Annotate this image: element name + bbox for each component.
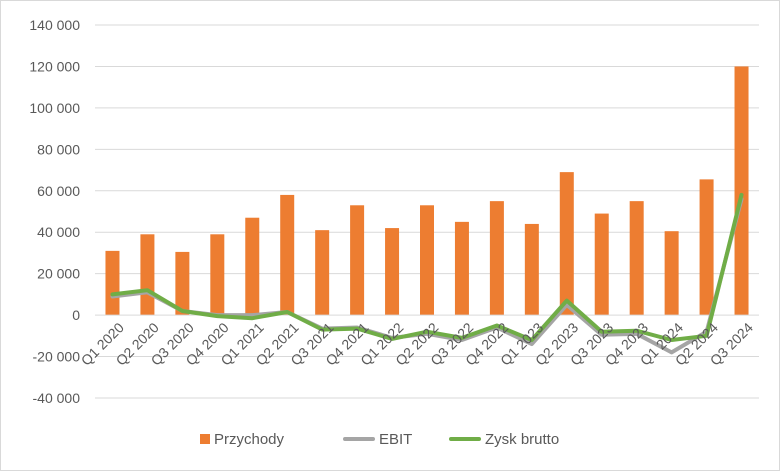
bar-przychody <box>524 223 539 316</box>
bar-przychody <box>245 217 260 316</box>
bar-przychody <box>385 228 400 316</box>
bar-przychody <box>175 251 190 316</box>
bar-przychody <box>664 231 679 316</box>
y-tick-label: -20 000 <box>33 349 81 365</box>
bar-przychody <box>140 234 155 316</box>
bar-series <box>105 66 749 316</box>
y-tick-label: 0 <box>72 307 80 323</box>
y-tick-label: -40 000 <box>33 390 81 406</box>
bar-przychody <box>210 234 225 316</box>
y-tick-label: 140 000 <box>29 17 80 33</box>
legend-label-zysk-brutto: Zysk brutto <box>485 431 559 448</box>
y-tick-label: 120 000 <box>29 58 80 74</box>
bar-przychody <box>105 250 120 316</box>
y-axis-tick-labels: -40 000 -20 000 0 20 000 40 000 60 000 80 000 1… <box>29 17 80 406</box>
y-tick-label: 40 000 <box>37 224 80 240</box>
legend-label-przychody: Przychody <box>214 431 285 448</box>
bar-przychody <box>559 172 574 316</box>
bar-przychody <box>454 221 469 316</box>
line-zysk-brutto <box>110 192 744 342</box>
bar-przychody <box>629 201 644 316</box>
bar-przychody <box>594 213 609 316</box>
bar-przychody <box>280 194 295 316</box>
line-series <box>110 192 744 355</box>
legend-label-ebit: EBIT <box>379 431 412 448</box>
y-tick-label: 20 000 <box>37 266 80 282</box>
bar-przychody <box>489 201 504 316</box>
y-tick-label: 100 000 <box>29 100 80 116</box>
bar-przychody <box>734 66 749 316</box>
bar-przychody <box>420 205 434 316</box>
legend: Przychody EBIT Zysk brutto <box>200 431 559 448</box>
bar-przychody <box>315 230 330 316</box>
bar-przychody <box>350 205 365 316</box>
bar-przychody <box>699 179 714 316</box>
legend-swatch-przychody <box>200 434 210 444</box>
gridlines <box>95 24 759 399</box>
y-tick-label: 60 000 <box>37 183 80 199</box>
y-tick-label: 80 000 <box>37 141 80 157</box>
